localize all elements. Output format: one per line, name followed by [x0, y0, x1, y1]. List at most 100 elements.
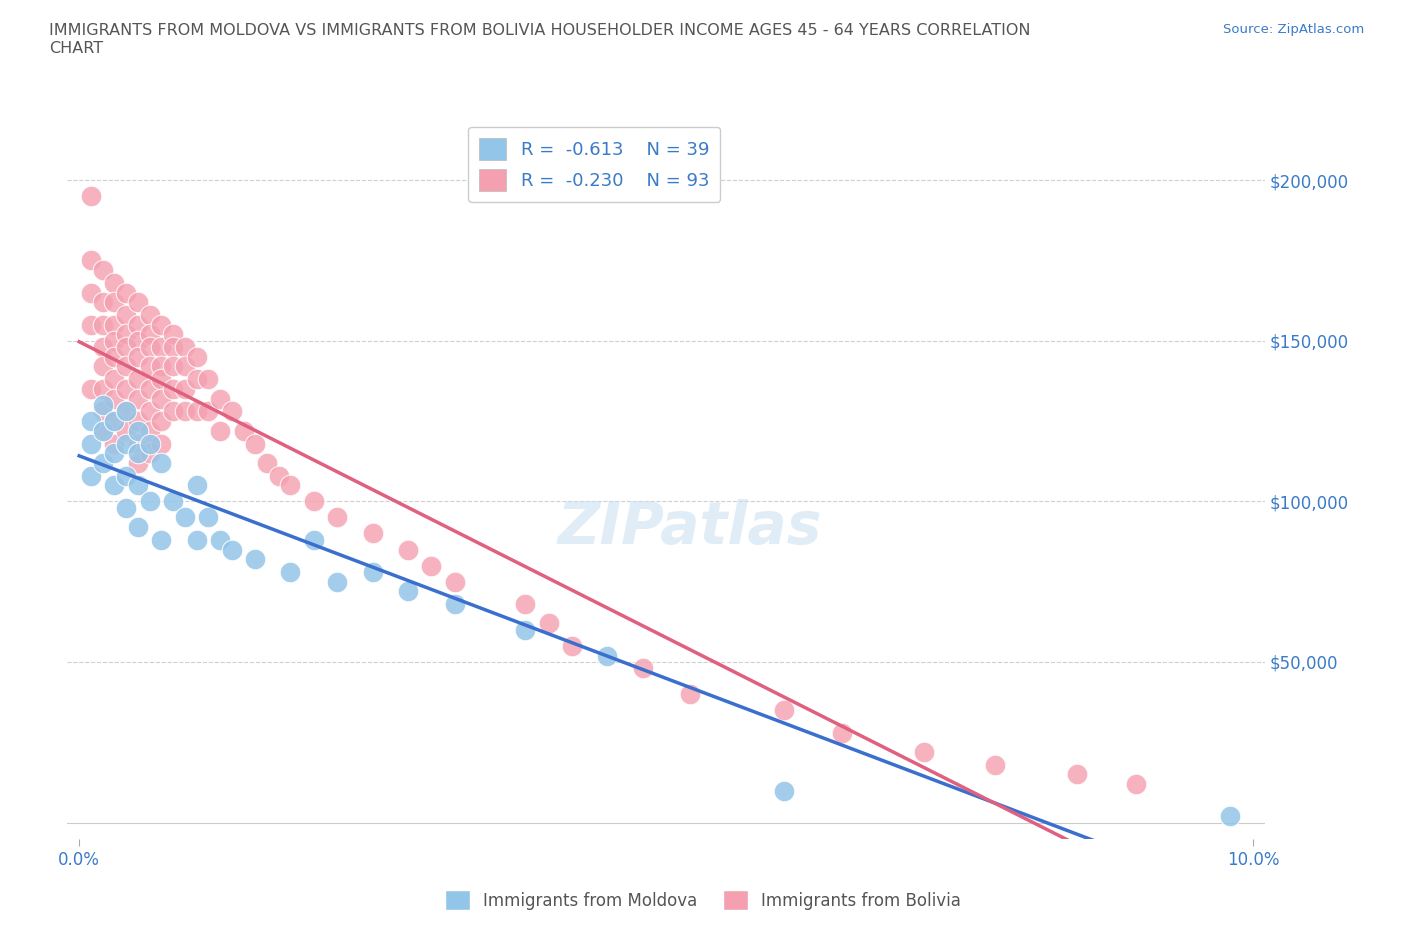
- Point: [127, 436, 149, 451]
- Point: [138, 381, 160, 396]
- Point: [91, 397, 114, 412]
- Point: [138, 494, 160, 509]
- Point: [91, 317, 114, 332]
- Legend: Immigrants from Moldova, Immigrants from Bolivia: Immigrants from Moldova, Immigrants from…: [439, 884, 967, 917]
- Point: [162, 404, 184, 418]
- Text: ZIPatlas: ZIPatlas: [558, 499, 823, 556]
- Point: [115, 500, 138, 515]
- Point: [127, 520, 149, 535]
- Point: [162, 326, 184, 341]
- Point: [245, 551, 267, 566]
- Point: [443, 574, 465, 589]
- Point: [127, 456, 149, 471]
- Point: [267, 468, 290, 483]
- Point: [396, 584, 419, 599]
- Point: [91, 404, 114, 418]
- Point: [361, 565, 384, 579]
- Point: [115, 423, 138, 438]
- Point: [138, 326, 160, 341]
- Point: [138, 436, 160, 451]
- Point: [138, 359, 160, 374]
- Point: [103, 414, 125, 429]
- Point: [197, 510, 219, 525]
- Point: [396, 542, 419, 557]
- Point: [91, 359, 114, 374]
- Point: [103, 414, 125, 429]
- Point: [103, 350, 125, 365]
- Point: [1066, 767, 1088, 782]
- Point: [515, 622, 537, 637]
- Point: [186, 533, 208, 548]
- Point: [302, 494, 325, 509]
- Point: [150, 339, 173, 354]
- Point: [209, 392, 232, 406]
- Point: [150, 317, 173, 332]
- Point: [1219, 809, 1241, 824]
- Point: [984, 757, 1007, 772]
- Point: [150, 414, 173, 429]
- Point: [127, 295, 149, 310]
- Point: [115, 404, 138, 418]
- Point: [443, 597, 465, 612]
- Point: [256, 456, 278, 471]
- Point: [209, 533, 232, 548]
- Point: [561, 639, 583, 654]
- Point: [91, 423, 114, 438]
- Point: [186, 404, 208, 418]
- Point: [103, 478, 125, 493]
- Point: [162, 494, 184, 509]
- Point: [103, 392, 125, 406]
- Point: [326, 574, 349, 589]
- Point: [150, 359, 173, 374]
- Point: [115, 436, 138, 451]
- Point: [127, 392, 149, 406]
- Point: [127, 414, 149, 429]
- Point: [115, 381, 138, 396]
- Point: [197, 404, 219, 418]
- Text: IMMIGRANTS FROM MOLDOVA VS IMMIGRANTS FROM BOLIVIA HOUSEHOLDER INCOME AGES 45 - : IMMIGRANTS FROM MOLDOVA VS IMMIGRANTS FR…: [49, 23, 1031, 56]
- Point: [772, 783, 794, 798]
- Point: [103, 333, 125, 348]
- Point: [173, 339, 195, 354]
- Point: [91, 423, 114, 438]
- Point: [115, 326, 138, 341]
- Point: [150, 456, 173, 471]
- Point: [80, 253, 103, 268]
- Point: [831, 725, 853, 740]
- Point: [127, 333, 149, 348]
- Point: [162, 359, 184, 374]
- Point: [115, 359, 138, 374]
- Point: [91, 295, 114, 310]
- Point: [420, 558, 443, 573]
- Point: [80, 317, 103, 332]
- Point: [103, 445, 125, 460]
- Point: [103, 436, 125, 451]
- Point: [127, 350, 149, 365]
- Point: [127, 317, 149, 332]
- Point: [1125, 777, 1147, 791]
- Point: [103, 372, 125, 387]
- Point: [91, 262, 114, 277]
- Point: [127, 372, 149, 387]
- Point: [138, 423, 160, 438]
- Point: [150, 436, 173, 451]
- Point: [678, 686, 700, 701]
- Point: [186, 372, 208, 387]
- Point: [197, 372, 219, 387]
- Point: [173, 381, 195, 396]
- Point: [596, 648, 619, 663]
- Point: [80, 414, 103, 429]
- Point: [115, 468, 138, 483]
- Point: [127, 445, 149, 460]
- Point: [91, 381, 114, 396]
- Point: [173, 359, 195, 374]
- Point: [80, 436, 103, 451]
- Point: [280, 565, 302, 579]
- Point: [150, 392, 173, 406]
- Point: [80, 189, 103, 204]
- Point: [115, 286, 138, 300]
- Point: [232, 423, 254, 438]
- Point: [221, 542, 243, 557]
- Point: [326, 510, 349, 525]
- Point: [91, 456, 114, 471]
